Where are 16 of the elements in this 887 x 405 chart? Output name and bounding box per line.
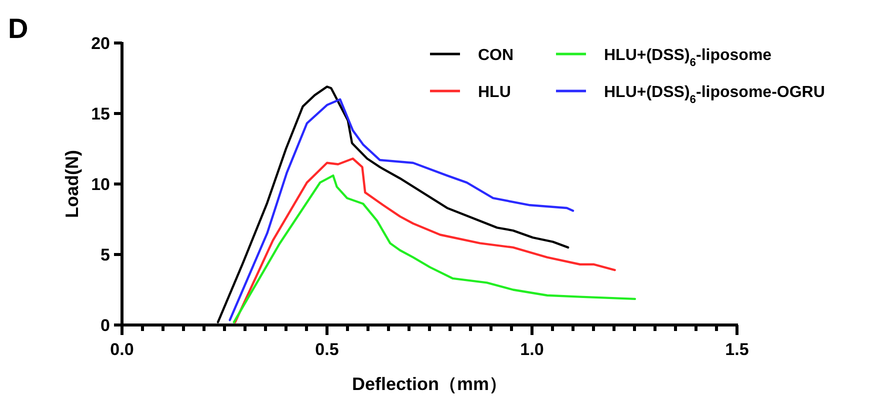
legend-label: HLU+(DSS)$_{6}$-liposome: [604, 47, 772, 69]
y-tick-label: 10: [91, 175, 110, 194]
legend-label: HLU: [478, 84, 511, 101]
chart-title: D: [8, 13, 28, 44]
x-tick-label: 0.5: [315, 340, 339, 359]
x-tick-label: 1.5: [725, 340, 749, 359]
x-tick-label: 0.0: [110, 340, 134, 359]
legend-label: HLU+(DSS)$_{6}$-liposome-OGRU: [604, 84, 825, 106]
y-tick-label: 20: [91, 34, 110, 53]
x-axis-title: Deflection（mm）: [352, 374, 508, 394]
x-tick-label: 1.0: [520, 340, 544, 359]
y-tick-label: 5: [100, 246, 110, 264]
y-tick-label: 15: [91, 104, 110, 124]
y-axis-title: Load(N): [62, 150, 82, 218]
y-tick-label: 0: [100, 316, 110, 335]
legend-label: CON: [478, 47, 514, 64]
